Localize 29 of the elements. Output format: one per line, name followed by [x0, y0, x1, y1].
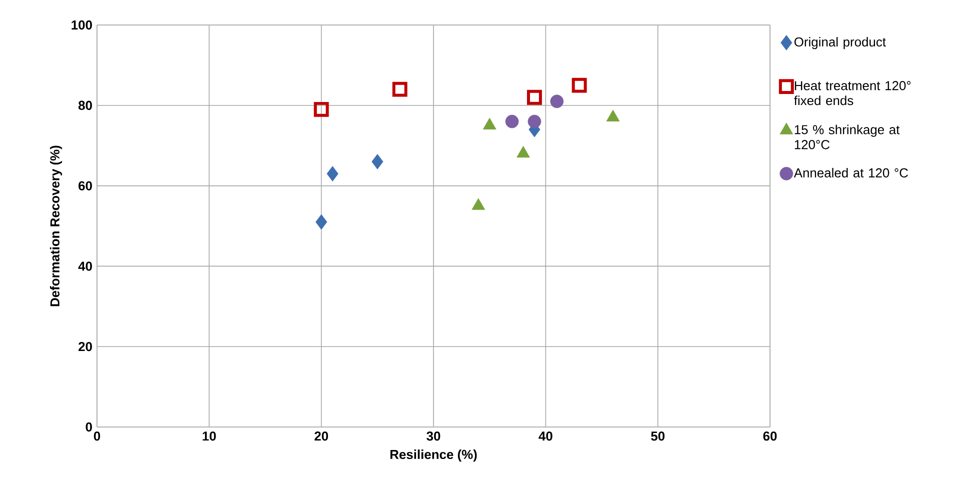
legend-label: 15 % shrinkage at 120°C	[794, 124, 900, 150]
y-axis-title: Deformation Recovery (%)	[50, 146, 62, 306]
point	[316, 214, 328, 230]
point	[326, 166, 338, 182]
legend-label: Original product	[794, 37, 886, 50]
point	[505, 114, 519, 128]
legend-label: Annealed at 120 °C	[794, 168, 908, 178]
point	[528, 114, 542, 128]
point	[526, 90, 542, 105]
y-tick-label: 100	[72, 20, 92, 30]
y-tick-label: 80	[78, 100, 92, 110]
point	[372, 154, 384, 170]
point	[550, 94, 564, 108]
y-tick-label: 0	[86, 422, 92, 432]
y-tick-label: 60	[78, 181, 92, 190]
x-tick-label: 40	[538, 432, 552, 441]
x-tick-label: 0	[94, 432, 100, 441]
legend-label: Heat treatment 120° fixed ends	[794, 81, 911, 106]
point	[314, 102, 329, 117]
y-tick-label: 40	[78, 262, 92, 271]
x-axis-title: Resilience (%)	[390, 450, 477, 462]
y-tick-label: 20	[78, 342, 92, 352]
point	[392, 82, 408, 97]
x-tick-label: 60	[763, 432, 777, 441]
x-tick-label: 30	[426, 432, 440, 441]
x-tick-label: 50	[651, 432, 665, 441]
point	[572, 78, 587, 93]
x-tick-label: 10	[202, 432, 216, 441]
x-tick-label: 20	[314, 432, 328, 441]
